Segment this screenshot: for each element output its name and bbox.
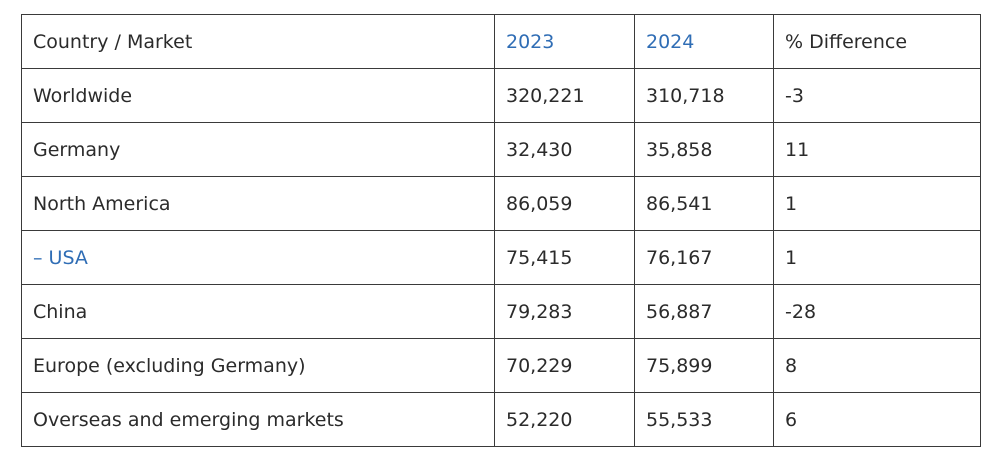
header-2023-link[interactable]: 2023 (506, 30, 555, 53)
table-row: Overseas and emerging markets 52,220 55,… (21, 392, 981, 447)
market-cell: Worldwide (21, 68, 495, 123)
value-2023-cell: 70,229 (494, 338, 635, 393)
market-cell: North America (21, 176, 495, 231)
value-2023-cell: 79,283 (494, 284, 635, 339)
table-row: North America 86,059 86,541 1 (21, 176, 981, 231)
value-2024-cell: 310,718 (634, 68, 774, 123)
header-2024[interactable]: 2024 (634, 14, 774, 69)
market-cell: Germany (21, 122, 495, 177)
header-country-market: Country / Market (21, 14, 495, 69)
table-row: Europe (excluding Germany) 70,229 75,899… (21, 338, 981, 393)
difference-cell: 1 (773, 230, 981, 285)
value-2024-cell: 76,167 (634, 230, 774, 285)
table-row: – USA 75,415 76,167 1 (21, 230, 981, 285)
difference-cell: 11 (773, 122, 981, 177)
value-2024-cell: 55,533 (634, 392, 774, 447)
value-2023-cell: 86,059 (494, 176, 635, 231)
value-2024-cell: 35,858 (634, 122, 774, 177)
value-2023-cell: 75,415 (494, 230, 635, 285)
market-cell: Europe (excluding Germany) (21, 338, 495, 393)
usa-link[interactable]: – USA (33, 246, 88, 269)
value-2024-cell: 75,899 (634, 338, 774, 393)
difference-cell: 6 (773, 392, 981, 447)
header-2023[interactable]: 2023 (494, 14, 635, 69)
market-cell[interactable]: – USA (21, 230, 495, 285)
value-2023-cell: 320,221 (494, 68, 635, 123)
header-2024-link[interactable]: 2024 (646, 30, 695, 53)
table-header-row: Country / Market 2023 2024 % Difference (21, 14, 981, 69)
difference-cell: 1 (773, 176, 981, 231)
header-percent-difference: % Difference (773, 14, 981, 69)
table-row: Worldwide 320,221 310,718 -3 (21, 68, 981, 123)
difference-cell: -3 (773, 68, 981, 123)
value-2023-cell: 52,220 (494, 392, 635, 447)
sales-table: Country / Market 2023 2024 % Difference … (21, 14, 981, 447)
table-row: Germany 32,430 35,858 11 (21, 122, 981, 177)
market-cell: Overseas and emerging markets (21, 392, 495, 447)
value-2024-cell: 56,887 (634, 284, 774, 339)
difference-cell: 8 (773, 338, 981, 393)
value-2023-cell: 32,430 (494, 122, 635, 177)
market-cell: China (21, 284, 495, 339)
sales-table-container: Country / Market 2023 2024 % Difference … (21, 14, 981, 447)
table-row: China 79,283 56,887 -28 (21, 284, 981, 339)
difference-cell: -28 (773, 284, 981, 339)
value-2024-cell: 86,541 (634, 176, 774, 231)
